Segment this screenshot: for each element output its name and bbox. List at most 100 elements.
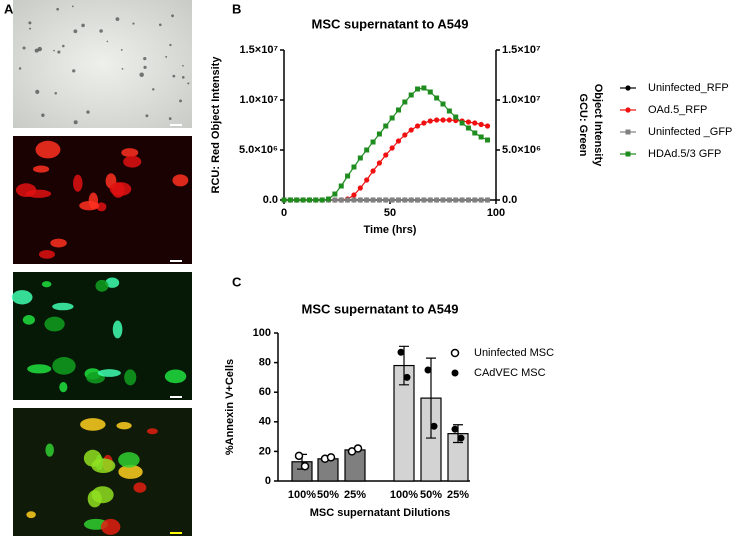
- marker: [383, 123, 389, 129]
- marker: [457, 434, 465, 442]
- series-line: [284, 119, 488, 201]
- cell: [181, 76, 185, 79]
- cell: [52, 302, 74, 311]
- cell: [41, 113, 45, 118]
- scale-bar: [170, 532, 182, 534]
- marker: [440, 117, 446, 123]
- cell: [143, 57, 147, 61]
- cell: [99, 29, 103, 33]
- bar: [317, 458, 339, 482]
- marker: [364, 197, 370, 203]
- marker: [353, 444, 363, 453]
- marker: [453, 197, 459, 203]
- legend-label: CAdVEC MSC: [474, 367, 546, 379]
- marker: [326, 453, 336, 462]
- cell: [179, 99, 182, 103]
- y-axis-label: %Annexin V+Cells: [224, 359, 236, 455]
- x-tick-label: 100: [487, 207, 505, 219]
- marker: [306, 197, 312, 203]
- series-line: [284, 87, 488, 201]
- marker: [421, 85, 427, 91]
- marker: [465, 125, 471, 131]
- cell: [121, 148, 139, 157]
- x-tick-label: 50: [384, 207, 396, 219]
- marker: [364, 177, 370, 183]
- cell: [73, 29, 78, 34]
- marker: [402, 99, 408, 105]
- marker: [414, 123, 421, 129]
- cell: [169, 43, 172, 47]
- marker: [338, 197, 344, 203]
- cell: [59, 381, 68, 393]
- cell: [164, 369, 187, 384]
- cell: [62, 44, 65, 48]
- cell: [121, 68, 124, 70]
- cell: [33, 165, 50, 173]
- cell: [73, 120, 78, 125]
- marker: [434, 197, 440, 203]
- marker: [415, 197, 421, 203]
- cell: [152, 88, 155, 91]
- cell: [120, 48, 123, 51]
- marker: [403, 373, 411, 381]
- marker: [472, 120, 478, 126]
- legend-label: Uninfected_RFP: [648, 82, 729, 94]
- cell: [26, 511, 36, 519]
- cell: [106, 40, 109, 43]
- panel-label: A: [4, 1, 14, 16]
- cell: [118, 452, 140, 468]
- cell: [72, 69, 76, 73]
- cell: [35, 140, 61, 159]
- cell: [45, 443, 54, 457]
- marker: [383, 152, 389, 158]
- marker: [287, 197, 293, 203]
- marker: [453, 114, 459, 120]
- marker: [484, 123, 491, 129]
- cell: [71, 5, 74, 8]
- x-tick-label: 100%: [390, 489, 418, 501]
- marker: [332, 197, 338, 203]
- y-tick-label: 1.5×10⁷: [240, 44, 279, 56]
- cell: [86, 110, 90, 114]
- cell: [79, 200, 100, 211]
- y-tick-label: 60: [259, 386, 271, 398]
- marker: [313, 197, 319, 203]
- legend-label: Uninfected _GFP: [648, 126, 732, 138]
- cell: [116, 422, 132, 430]
- x-axis-label: MSC supernatant Dilutions: [310, 507, 451, 519]
- cell: [158, 23, 162, 27]
- panel-label: B: [232, 1, 241, 16]
- cell: [91, 458, 116, 474]
- marker: [408, 197, 414, 203]
- marker: [319, 197, 325, 203]
- cell: [112, 320, 123, 339]
- y-axis-label: RCU: Red Object Intensity: [210, 56, 222, 194]
- marker: [421, 120, 427, 126]
- marker: [446, 197, 452, 203]
- cell: [44, 316, 65, 332]
- marker: [351, 164, 357, 170]
- y2-axis-label: Object Intensity: [592, 84, 604, 167]
- marker: [459, 120, 465, 126]
- y-tick-label: 5.0×10⁶: [239, 144, 278, 156]
- marker: [351, 197, 357, 203]
- marker: [408, 92, 414, 98]
- cell: [146, 428, 158, 435]
- cell: [182, 64, 184, 67]
- cell: [73, 174, 83, 192]
- scale-bar: [170, 124, 182, 126]
- marker: [281, 197, 287, 203]
- cell: [139, 72, 144, 78]
- marker: [478, 197, 484, 203]
- cell: [172, 174, 189, 187]
- x-tick-label: 50%: [420, 489, 442, 501]
- cell: [38, 249, 55, 259]
- x-tick-label: 100%: [288, 489, 316, 501]
- x-tick-label: 50%: [317, 489, 339, 501]
- marker: [389, 115, 395, 121]
- cell: [28, 21, 32, 25]
- legend-label: OAd.5_RFP: [648, 104, 707, 116]
- marker: [332, 191, 338, 197]
- marker: [351, 192, 357, 198]
- marker: [434, 95, 440, 101]
